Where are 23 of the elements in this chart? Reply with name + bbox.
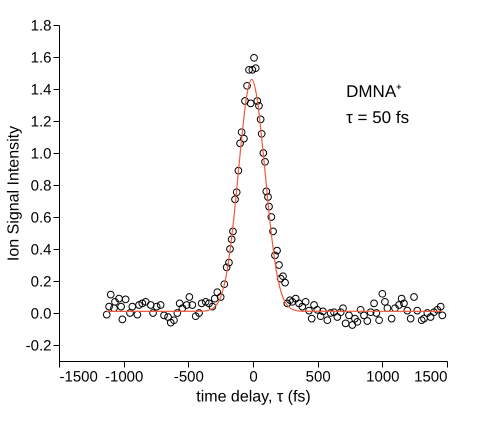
x-tick-label: -1000: [104, 368, 144, 386]
y-tick-label: 0.4: [30, 242, 52, 258]
x-axis-title: time delay, τ (fs): [196, 388, 311, 406]
y-tick-label: 0.2: [30, 274, 52, 290]
y-tick-label: 0.8: [30, 178, 52, 194]
y-axis-title: Ion Signal Intensity: [6, 126, 23, 262]
y-tick-label: -0.2: [26, 338, 52, 354]
y-tick-label: 1.6: [30, 50, 52, 66]
y-tick-label: 0.0: [30, 306, 52, 322]
x-tick-label: -500: [174, 368, 204, 386]
y-tick-label: 1.2: [30, 114, 52, 130]
x-tick-label: 500: [306, 368, 331, 386]
y-tick-label: 1.4: [30, 82, 52, 98]
x-tick-label: 1000: [366, 368, 400, 386]
annotation: DMNA⁺: [346, 82, 402, 102]
x-tick-label: 1500: [414, 368, 448, 386]
y-tick-label: 0.6: [30, 210, 52, 226]
y-tick-label: 1.0: [30, 146, 52, 162]
y-tick-label: 1.8: [30, 18, 52, 34]
line-series: [106, 78, 442, 312]
annotation: τ = 50 fs: [346, 108, 410, 128]
x-tick-label: 0: [249, 368, 258, 386]
x-tick-label: -1500: [60, 368, 98, 386]
